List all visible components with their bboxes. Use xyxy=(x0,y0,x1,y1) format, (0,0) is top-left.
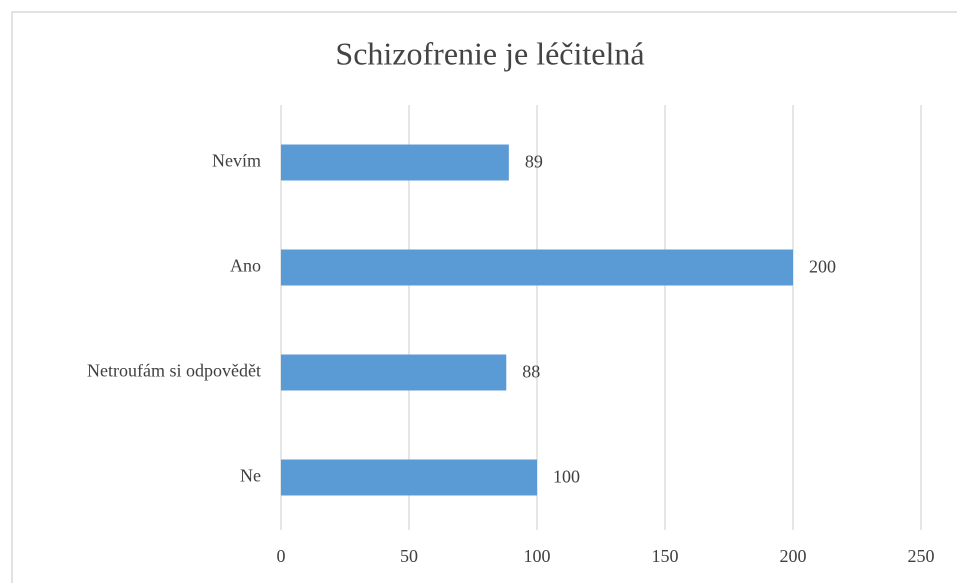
data-label: 89 xyxy=(525,152,543,172)
x-tick-label: 150 xyxy=(652,546,679,566)
chart-border xyxy=(11,11,957,583)
data-label: 100 xyxy=(553,467,580,487)
bar xyxy=(281,249,793,286)
y-tick-label: Nevím xyxy=(212,151,261,171)
x-tick-label: 250 xyxy=(908,546,935,566)
x-tick-label: 0 xyxy=(277,546,286,566)
x-tick-label: 200 xyxy=(780,546,807,566)
x-tick-label: 100 xyxy=(524,546,551,566)
bar xyxy=(281,459,537,496)
x-tick-label: 50 xyxy=(400,546,418,566)
data-label: 200 xyxy=(809,257,836,277)
y-tick-label: Ne xyxy=(240,466,261,486)
data-label: 88 xyxy=(522,362,540,382)
y-tick-label: Netroufám si odpovědět xyxy=(87,361,261,381)
bar xyxy=(281,354,507,391)
chart-title: Schizofrenie je léčitelná xyxy=(335,35,644,71)
y-tick-label: Ano xyxy=(230,256,261,276)
bar xyxy=(281,144,509,181)
